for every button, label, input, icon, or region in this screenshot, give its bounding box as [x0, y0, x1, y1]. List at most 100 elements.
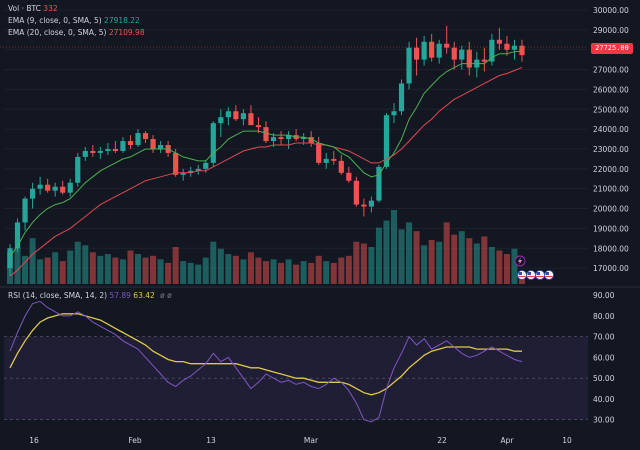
candle-body — [7, 248, 13, 269]
legend-rsi-ma-value: 63.42 — [133, 291, 155, 300]
candle-body — [406, 47, 412, 84]
volume-bar — [247, 252, 254, 284]
candle-body — [323, 158, 329, 163]
legend-ema20[interactable]: EMA (20, close, 0, SMA, 5) 27109.98 — [8, 28, 145, 37]
legend-rsi[interactable]: RSI (14, close, SMA, 14, 2) 57.89 63.42 … — [8, 291, 172, 300]
volume-bar — [413, 231, 420, 284]
price-tick-label: 30000.00 — [593, 6, 629, 15]
volume-bar — [44, 257, 51, 284]
volume-bar — [270, 259, 277, 284]
legend-rsi-extra: ø ø — [160, 291, 172, 300]
candle-body — [383, 115, 390, 167]
volume-bar — [300, 261, 307, 284]
volume-bar — [157, 259, 164, 284]
volume-bar — [74, 241, 81, 284]
candle-body — [368, 200, 375, 207]
candle-body — [496, 39, 503, 44]
price-tick-label: 24000.00 — [593, 125, 629, 134]
rsi-axis: 30.00 40.00 50.00 60.00 70.00 80.00 90.00 — [593, 291, 615, 425]
legend-ema9-label: EMA (9, close, 0, SMA, 5) — [8, 16, 102, 25]
candle-body — [459, 49, 465, 60]
candle-body — [240, 113, 247, 120]
legend-ema20-label: EMA (20, close, 0, SMA, 5) — [8, 28, 107, 37]
volume-bar — [293, 264, 300, 284]
price-tick-label: 29000.00 — [593, 26, 629, 35]
candles — [7, 25, 554, 280]
price-grid — [4, 9, 588, 269]
volume-bar — [458, 231, 465, 284]
rsi-tick-label: 80.00 — [593, 312, 615, 321]
candle-body — [97, 150, 103, 153]
volume-bar — [255, 257, 262, 284]
candle-body — [353, 180, 359, 205]
legend-ema20-value: 27109.98 — [108, 28, 145, 37]
candle-body — [112, 148, 119, 151]
volume-bar — [119, 259, 126, 284]
time-tick-label: Apr — [501, 436, 515, 445]
candle-body — [263, 127, 269, 142]
candle-body — [285, 135, 292, 140]
volume-bars — [7, 210, 525, 284]
volume-bar — [89, 252, 96, 284]
volume-bar — [421, 245, 428, 284]
rsi-tick-label: 30.00 — [593, 416, 615, 425]
volume-bar — [112, 257, 119, 284]
candle-body — [270, 137, 277, 142]
candle-body — [52, 186, 58, 191]
rsi-line — [9, 300, 523, 423]
lightning-icon-glyph — [518, 257, 522, 265]
candle-body — [135, 133, 141, 145]
price-tick-label: 17000.00 — [593, 264, 629, 273]
volume-bar — [466, 238, 473, 284]
current-price-badge: 27725.00 — [591, 43, 633, 54]
candle-body — [316, 143, 322, 163]
price-tick-label: 22000.00 — [593, 165, 629, 174]
candle-body — [105, 148, 111, 151]
candle-body — [173, 152, 179, 175]
volume-bar — [217, 248, 224, 284]
candle-body — [398, 83, 405, 112]
rsi-tick-label: 90.00 — [593, 291, 615, 300]
price-tick-label: 26000.00 — [593, 85, 629, 94]
volume-bar — [368, 247, 375, 284]
volume-bar — [187, 262, 194, 284]
candle-body — [225, 111, 231, 118]
candle-body — [444, 43, 450, 48]
candle-body — [481, 59, 487, 62]
candle-body — [142, 133, 149, 140]
candle-body — [451, 47, 457, 60]
rsi-tick-label: 70.00 — [593, 333, 615, 342]
legend-vol[interactable]: Vol · BTC 332 — [8, 4, 58, 13]
volume-bar — [360, 243, 367, 284]
candle-body — [37, 184, 43, 189]
volume-bar — [308, 262, 315, 284]
candle-body — [504, 43, 510, 50]
price-tick-label: 18000.00 — [593, 244, 629, 253]
candle-body — [429, 41, 435, 58]
candle-body — [361, 204, 367, 207]
price-tick-label: 19000.00 — [593, 224, 629, 233]
candle-body — [248, 113, 254, 126]
candle-body — [466, 49, 472, 68]
price-tick-label: 25000.00 — [593, 105, 629, 114]
candle-body — [376, 166, 382, 201]
volume-bar — [383, 220, 390, 284]
price-tick-label: 21000.00 — [593, 185, 629, 194]
volume-bar — [67, 250, 74, 284]
candle-body — [278, 137, 284, 140]
volume-bar — [97, 255, 104, 284]
volume-bar — [488, 247, 495, 284]
legend-ema9[interactable]: EMA (9, close, 0, SMA, 5) 27918.22 — [8, 16, 140, 25]
candle-body — [75, 156, 81, 183]
candle-body — [218, 117, 224, 124]
volume-bar — [225, 254, 232, 284]
volume-bar — [315, 255, 322, 284]
candle-body — [195, 168, 201, 171]
volume-bar — [29, 238, 36, 284]
rsi-tick-label: 50.00 — [593, 374, 615, 383]
legend-vol-value: 332 — [43, 4, 58, 13]
candle-body — [301, 137, 307, 140]
candle-body — [436, 43, 442, 58]
